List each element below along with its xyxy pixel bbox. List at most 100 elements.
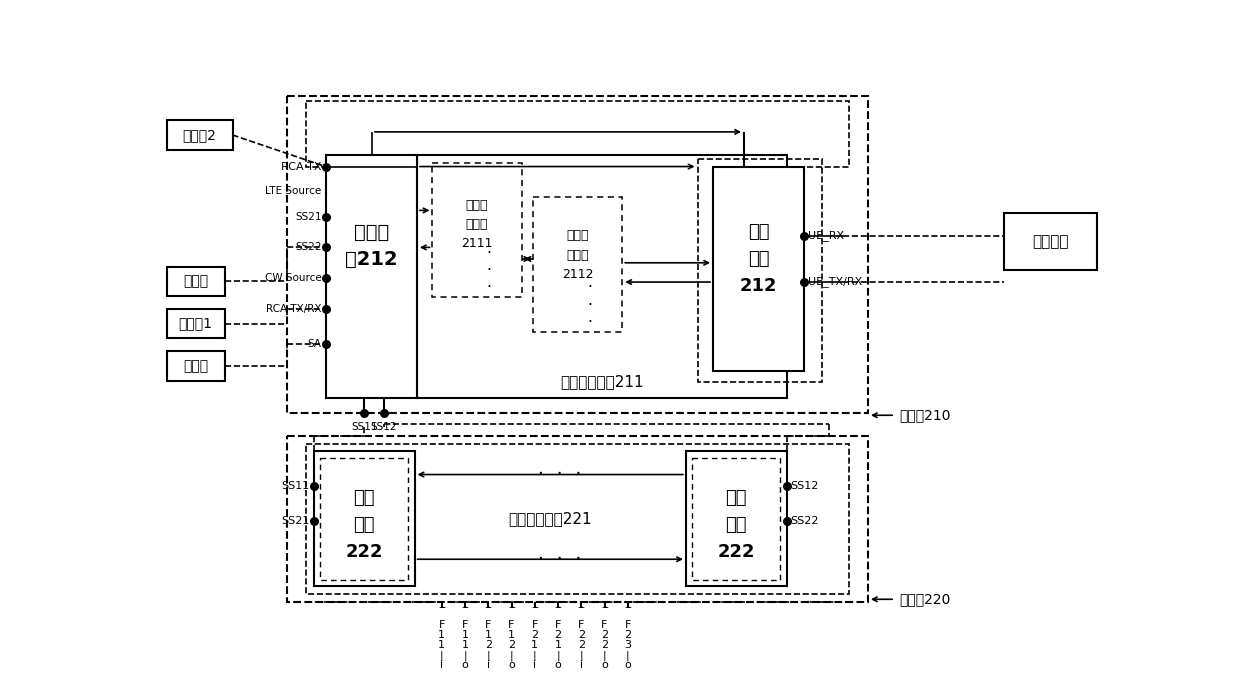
Text: 1: 1 xyxy=(531,640,538,650)
Text: |: | xyxy=(486,650,490,661)
Point xyxy=(548,606,568,617)
Point xyxy=(304,481,324,492)
Point xyxy=(304,516,324,527)
Text: SS12: SS12 xyxy=(371,422,397,432)
Text: F: F xyxy=(508,620,515,630)
Text: 频谱仪: 频谱仪 xyxy=(184,359,208,373)
Text: 综测仪2: 综测仪2 xyxy=(182,128,217,142)
Text: 2: 2 xyxy=(531,630,538,640)
Text: 2: 2 xyxy=(601,630,608,640)
Text: 扩展: 扩展 xyxy=(353,488,374,507)
Text: 222: 222 xyxy=(718,543,755,561)
Text: ·  ·  ·: · · · xyxy=(520,465,582,484)
Bar xyxy=(286,436,868,602)
Bar xyxy=(713,166,805,370)
Text: 路模块: 路模块 xyxy=(567,249,589,262)
Point xyxy=(572,606,591,617)
Point xyxy=(595,606,615,617)
Text: 2: 2 xyxy=(485,640,492,650)
Bar xyxy=(166,351,224,381)
Bar xyxy=(166,309,224,338)
Text: o: o xyxy=(601,660,608,670)
Bar xyxy=(697,159,821,382)
Point xyxy=(501,606,521,617)
Point xyxy=(315,161,335,172)
Text: 信号合: 信号合 xyxy=(567,229,589,242)
Text: SA: SA xyxy=(308,339,321,349)
Bar xyxy=(692,458,780,580)
Text: F: F xyxy=(625,620,631,630)
Text: 扩展箱220: 扩展箱220 xyxy=(899,592,950,606)
Text: 扩展控制电路221: 扩展控制电路221 xyxy=(508,512,591,527)
Text: o: o xyxy=(508,660,515,670)
Text: 2: 2 xyxy=(578,640,585,650)
Bar xyxy=(1003,213,1096,271)
Text: |: | xyxy=(533,650,537,661)
Point xyxy=(373,407,393,418)
Text: 2: 2 xyxy=(578,630,585,640)
Bar xyxy=(306,444,848,594)
Text: |: | xyxy=(464,650,466,661)
Text: SS21: SS21 xyxy=(295,211,321,222)
Text: F: F xyxy=(485,620,491,630)
Bar xyxy=(166,120,233,149)
Text: F: F xyxy=(532,620,538,630)
Point xyxy=(315,242,335,253)
Point xyxy=(315,273,335,284)
Point xyxy=(525,606,544,617)
Text: ·
·
·: · · · xyxy=(587,280,591,330)
Text: 待测终端: 待测终端 xyxy=(1032,234,1069,249)
Text: 综测仪1: 综测仪1 xyxy=(179,316,213,331)
Text: |: | xyxy=(603,650,606,661)
Text: i: i xyxy=(440,660,444,670)
Text: o: o xyxy=(461,660,469,670)
Text: 2: 2 xyxy=(554,630,562,640)
Text: 1: 1 xyxy=(554,640,562,650)
Text: |: | xyxy=(510,650,513,661)
Text: 2111: 2111 xyxy=(461,237,492,250)
Text: 开关单: 开关单 xyxy=(353,222,389,241)
Text: |: | xyxy=(626,650,630,661)
Text: ·  ·  ·: · · · xyxy=(520,550,582,569)
Text: 信号源: 信号源 xyxy=(184,274,208,288)
Point xyxy=(432,606,451,617)
Text: LTE Source: LTE Source xyxy=(265,186,321,196)
Text: SS21: SS21 xyxy=(281,516,310,526)
Point xyxy=(315,338,335,349)
Point xyxy=(315,303,335,314)
Text: F: F xyxy=(601,620,608,630)
Text: 单元: 单元 xyxy=(353,516,374,533)
Text: o: o xyxy=(625,660,631,670)
Text: UE_TX/RX: UE_TX/RX xyxy=(808,277,863,288)
Point xyxy=(315,211,335,222)
Bar xyxy=(166,267,224,296)
Text: 1: 1 xyxy=(508,630,515,640)
Text: i: i xyxy=(579,660,583,670)
Point xyxy=(776,516,796,527)
Bar xyxy=(286,95,868,413)
Text: 测试箱210: 测试箱210 xyxy=(899,409,951,422)
Text: 扩展: 扩展 xyxy=(725,488,746,507)
Text: 元212: 元212 xyxy=(345,250,398,269)
Text: 2: 2 xyxy=(601,640,608,650)
Point xyxy=(618,606,637,617)
Text: 2: 2 xyxy=(624,630,631,640)
Text: RCA TX/RX: RCA TX/RX xyxy=(267,304,321,314)
Text: F: F xyxy=(461,620,469,630)
Text: 1: 1 xyxy=(461,630,469,640)
Text: |: | xyxy=(557,650,559,661)
Bar xyxy=(417,155,787,398)
Text: RCA TX: RCA TX xyxy=(281,162,321,172)
Text: ·
·
·: · · · xyxy=(486,246,491,295)
Text: 2: 2 xyxy=(508,640,515,650)
Bar xyxy=(433,163,522,297)
Point xyxy=(355,407,374,418)
Bar xyxy=(533,197,622,332)
Bar xyxy=(306,101,848,166)
Text: SS11: SS11 xyxy=(281,481,310,491)
Point xyxy=(795,277,815,288)
Text: F: F xyxy=(554,620,562,630)
Text: 2112: 2112 xyxy=(562,268,594,281)
Text: 数字控制电路211: 数字控制电路211 xyxy=(560,374,644,389)
Text: SS22: SS22 xyxy=(791,516,818,526)
